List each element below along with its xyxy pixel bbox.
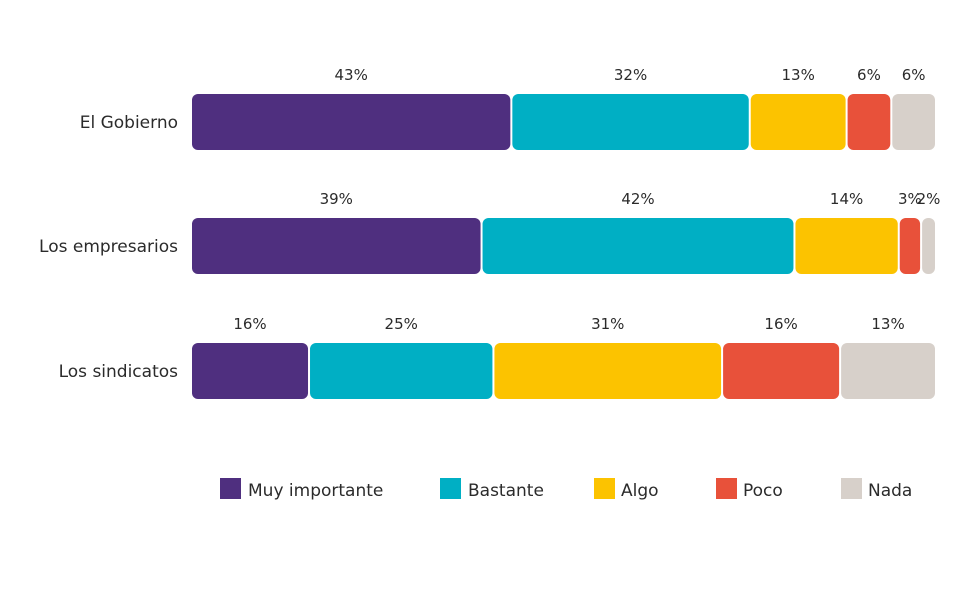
data-label-el-gobierno-algo: 13% <box>781 66 814 84</box>
data-label-los-empresarios-bastante: 42% <box>621 190 654 208</box>
legend-item-muy-importante: Muy importante <box>220 478 383 501</box>
category-label-el-gobierno: El Gobierno <box>80 113 178 133</box>
legend-swatch-nada <box>841 478 862 499</box>
bar-segment-el-gobierno-nada <box>892 94 935 150</box>
bar-row-los-sindicatos: Los sindicatos 16% 25% 31% 16% 13% <box>59 315 935 399</box>
bar-segment-los-empresarios-algo <box>795 218 898 274</box>
legend-label-muy-importante: Muy importante <box>248 481 383 501</box>
legend-item-poco: Poco <box>716 478 783 501</box>
category-label-los-empresarios: Los empresarios <box>39 237 178 257</box>
data-label-los-sindicatos-bastante: 25% <box>385 315 418 333</box>
legend-swatch-algo <box>594 478 615 499</box>
legend-item-bastante: Bastante <box>440 478 544 501</box>
legend-label-poco: Poco <box>743 481 783 501</box>
data-label-los-empresarios-nada: 2% <box>917 190 941 208</box>
legend-swatch-poco <box>716 478 737 499</box>
bar-segment-el-gobierno-poco <box>847 94 891 150</box>
bar-segment-los-sindicatos-bastante <box>310 343 493 399</box>
legend-label-algo: Algo <box>621 481 659 501</box>
data-label-los-sindicatos-poco: 16% <box>764 315 797 333</box>
bar-segment-el-gobierno-algo <box>750 94 846 150</box>
legend-label-bastante: Bastante <box>468 481 544 501</box>
data-label-los-empresarios-muy-importante: 39% <box>320 190 353 208</box>
data-label-el-gobierno-bastante: 32% <box>614 66 647 84</box>
bar-segment-los-sindicatos-algo <box>494 343 722 399</box>
legend-item-nada: Nada <box>841 478 912 501</box>
data-label-los-sindicatos-muy-importante: 16% <box>233 315 266 333</box>
bar-segment-los-sindicatos-muy-importante <box>192 343 309 399</box>
bar-segment-los-empresarios-muy-importante <box>192 218 481 274</box>
bar-segment-los-sindicatos-nada <box>841 343 935 399</box>
data-label-el-gobierno-poco: 6% <box>857 66 881 84</box>
legend-item-algo: Algo <box>594 478 659 501</box>
bar-row-los-empresarios: Los empresarios 39% 42% 14% 3%2% <box>39 190 940 274</box>
bar-row-el-gobierno: El Gobierno 43% 32% 13% 6% 6% <box>80 66 935 150</box>
bar-segment-el-gobierno-muy-importante <box>192 94 511 150</box>
data-label-el-gobierno-muy-importante: 43% <box>335 66 368 84</box>
category-label-los-sindicatos: Los sindicatos <box>59 362 179 382</box>
legend-label-nada: Nada <box>868 481 912 501</box>
bar-segment-los-sindicatos-poco <box>723 343 840 399</box>
data-label-los-sindicatos-nada: 13% <box>871 315 904 333</box>
bar-segment-los-empresarios-poco <box>899 218 921 274</box>
data-label-los-sindicatos-algo: 31% <box>591 315 624 333</box>
legend-swatch-bastante <box>440 478 461 499</box>
bar-segment-los-empresarios-bastante <box>482 218 794 274</box>
bar-segment-los-empresarios-nada <box>922 218 935 274</box>
data-label-los-empresarios-poco: 3% <box>898 190 922 208</box>
data-label-los-empresarios-algo: 14% <box>830 190 863 208</box>
legend: Muy importante Bastante Algo Poco Nada <box>220 478 912 501</box>
data-label-el-gobierno-nada: 6% <box>902 66 926 84</box>
bar-segment-el-gobierno-bastante <box>512 94 749 150</box>
legend-swatch-muy-importante <box>220 478 241 499</box>
